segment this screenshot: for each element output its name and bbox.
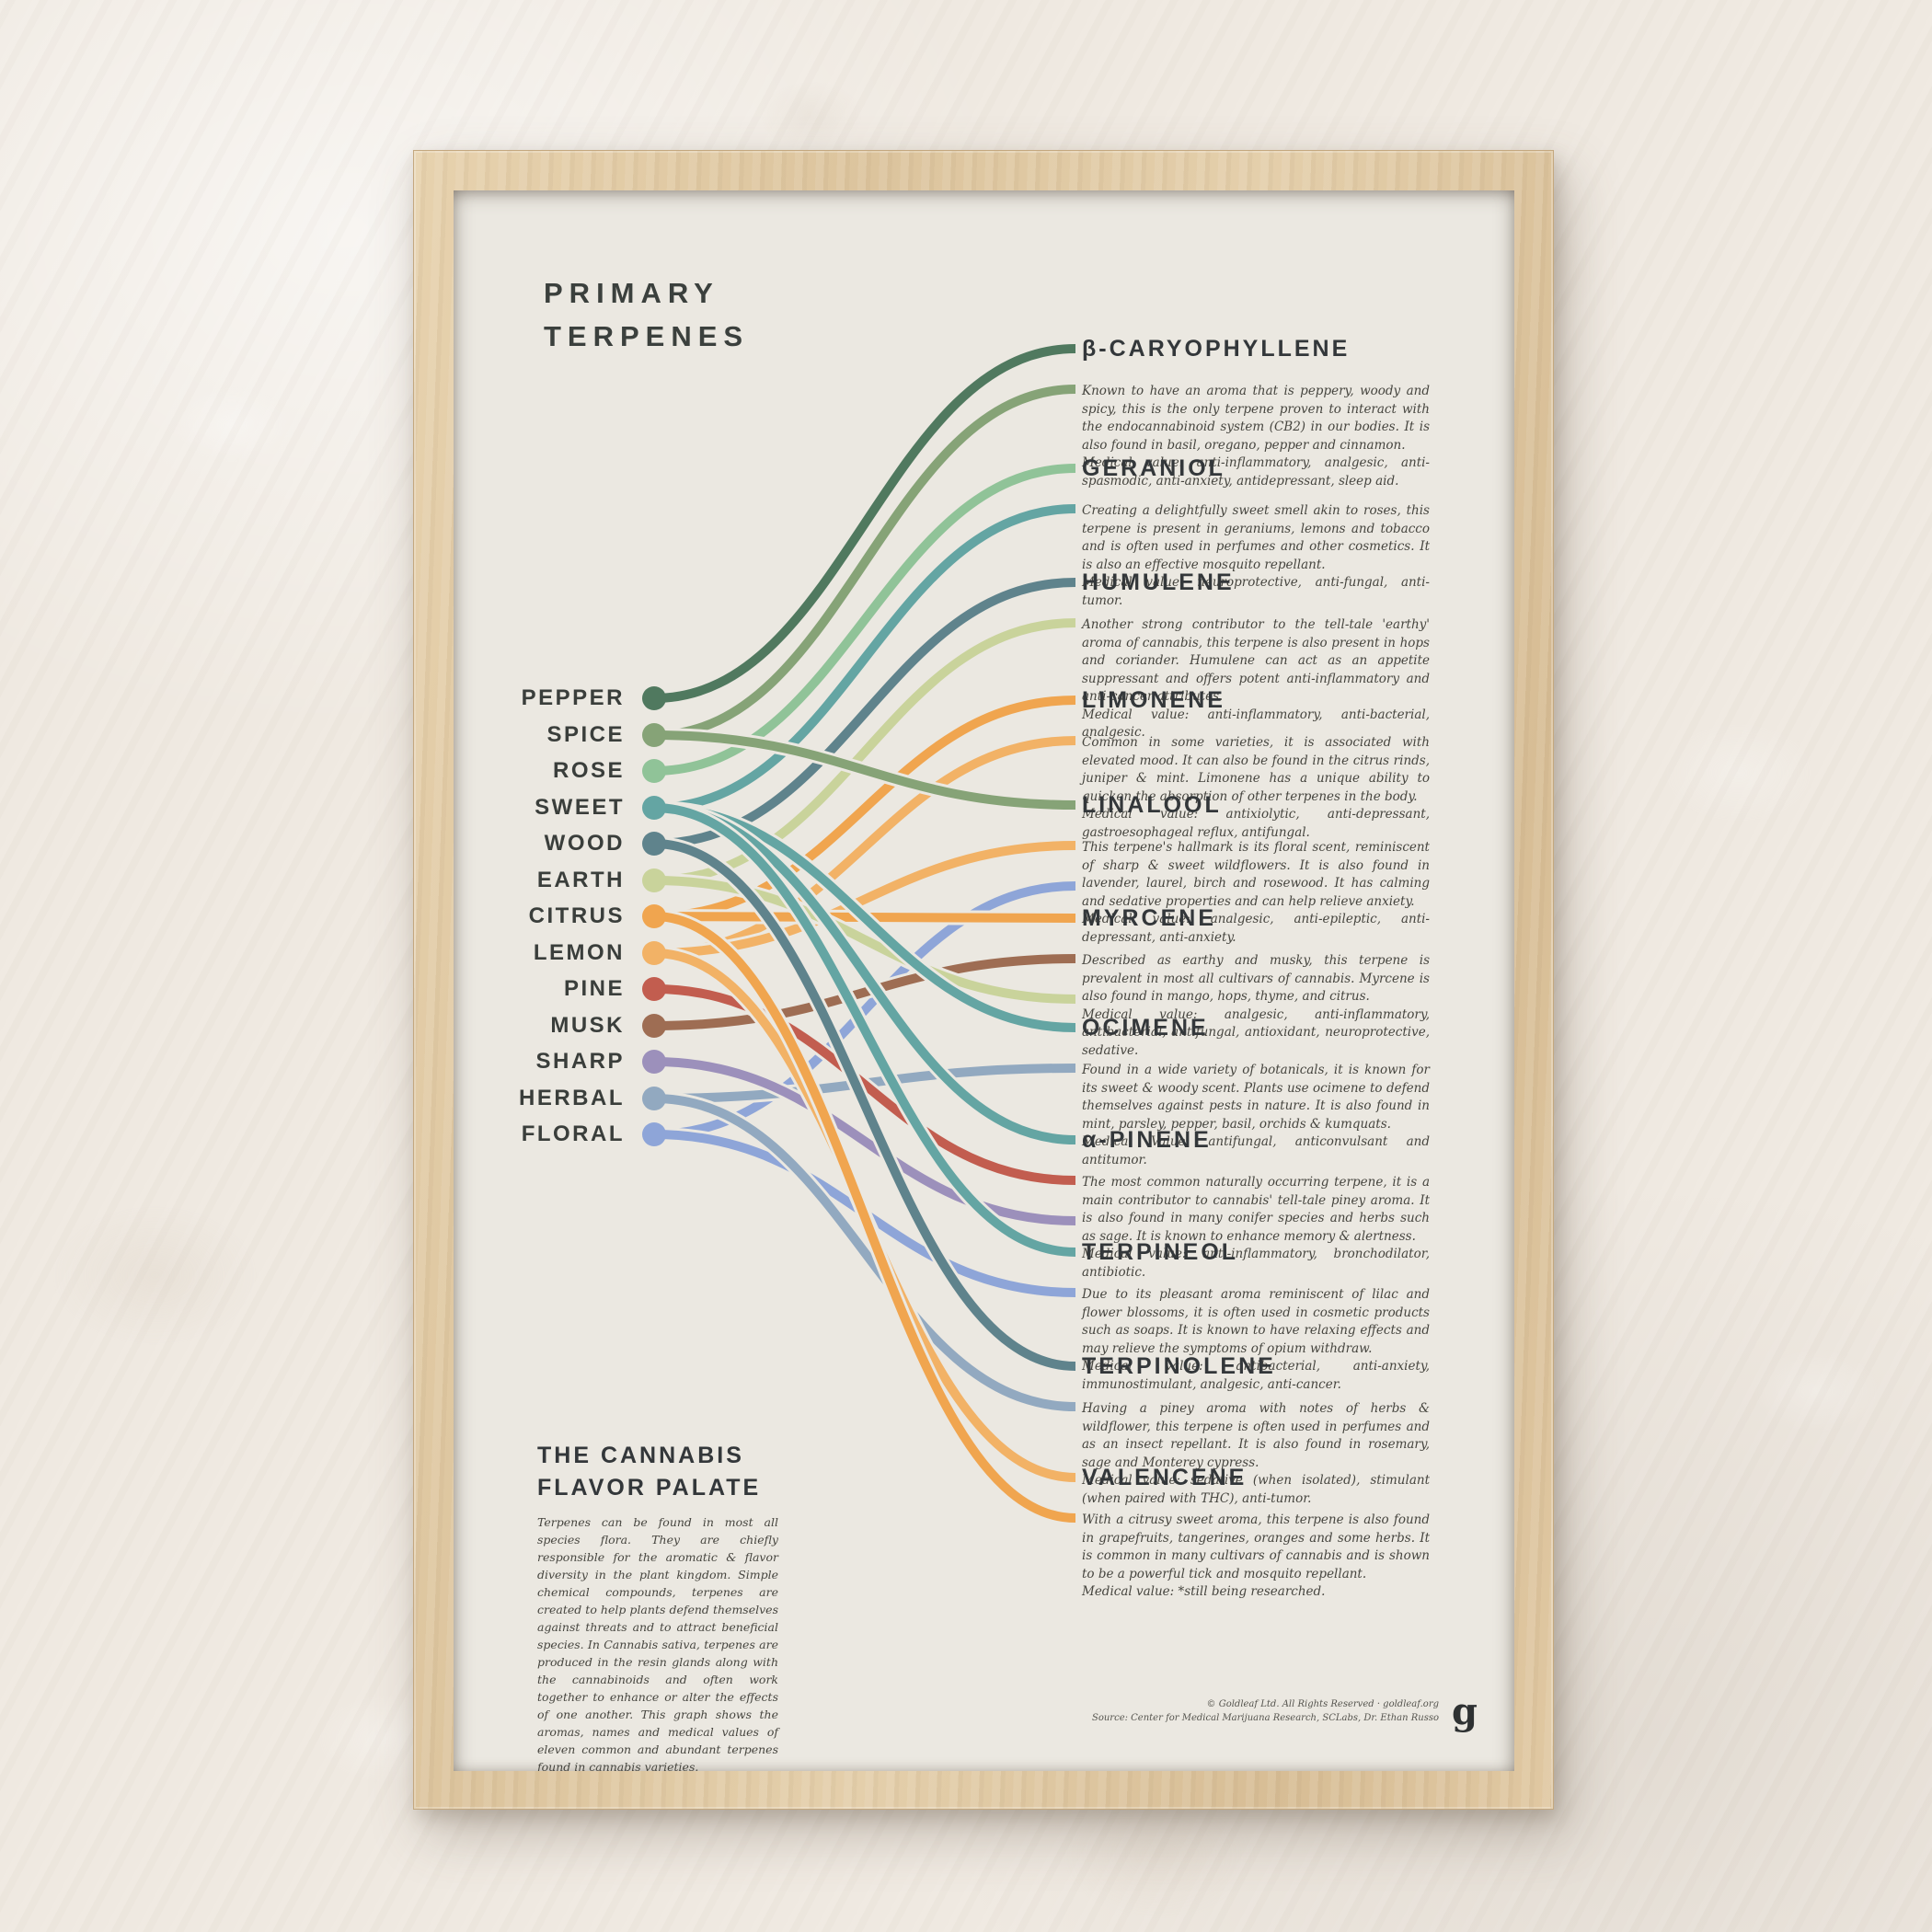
flow-link-citrus-to-valencene [653,912,1076,1523]
about-heading: THE CANNABIS FLAVOR PALATE [537,1440,761,1504]
flavor-label-sweet: SWEET [535,795,625,820]
terpene-description-limonene: Common in some varieties, it is associat… [1082,734,1430,842]
flow-link-musk-to-myrcene [653,954,1076,1030]
credits-source: Source: Center for Medical Marijuana Res… [1092,1713,1439,1723]
flow-link-rose-to-geraniol [653,464,1076,776]
terpene-name-myrcene: MYRCENE [1082,905,1217,931]
terpene-description-terpineol: Due to its pleasant aroma reminiscent of… [1082,1286,1430,1394]
terpene-body-bcar: Known to have an aroma that is peppery, … [1082,384,1430,453]
terpene-name-terpineol: TERPINEOL [1082,1239,1239,1265]
terpene-body-limonene: Common in some varieties, it is associat… [1082,735,1430,804]
goldleaf-logo: g [1452,1690,1478,1733]
flavor-node-floral [642,1122,666,1146]
flavor-label-musk: MUSK [550,1013,625,1038]
flavor-node-earth [642,868,666,892]
terpene-description-bcar: Known to have an aroma that is peppery, … [1082,383,1430,490]
terpene-body-myrcene: Described as earthy and musky, this terp… [1082,953,1430,1004]
flow-link-sweet-to-terpineol [653,803,1076,1257]
flavor-node-sweet [642,796,666,820]
terpene-name-linalool: LINALOOL [1082,792,1222,818]
poster-title: PRIMARY TERPENES [544,271,749,358]
terpene-description-apinene: The most common naturally occurring terp… [1082,1174,1430,1282]
about-body: Terpenes can be found in most all specie… [537,1515,778,1771]
terpene-body-linalool: This terpene's hallmark is its floral sc… [1082,840,1430,909]
flavor-node-citrus [642,904,666,928]
terpene-medical-value-apinene: Medical value: anti-inflammatory, bronch… [1082,1247,1430,1280]
terpene-name-terpinolene: TERPINOLENE [1082,1353,1276,1379]
terpene-name-humulene: HUMULENE [1082,569,1235,595]
terpene-medical-value-terpinolene: Medical value: sedative (when isolated),… [1082,1473,1430,1506]
terpene-body-terpineol: Due to its pleasant aroma reminiscent of… [1082,1287,1430,1356]
flow-link-spice-to-bcar [653,385,1076,740]
terpene-description-ocimene: Found in a wide variety of botanicals, i… [1082,1062,1430,1169]
terpene-body-valencene: With a citrusy sweet aroma, this terpene… [1082,1512,1430,1581]
flavor-label-sharp: SHARP [535,1049,625,1074]
terpene-name-geraniol: GERANIOL [1082,455,1225,481]
terpene-description-myrcene: Described as earthy and musky, this terp… [1082,952,1430,1060]
flavor-label-earth: EARTH [536,868,625,892]
flow-link-spice-to-linalool [653,730,1076,810]
flavor-label-pepper: PEPPER [521,685,625,710]
about-heading-line-1: THE CANNABIS [537,1443,744,1468]
terpene-medical-value-limonene: Medical value: antixiolytic, anti-depres… [1082,807,1430,840]
poster-title-line-1: PRIMARY [544,277,719,309]
terpene-medical-value-bcar: Medical value: anti-inflammatory, analge… [1082,455,1430,489]
terpene-medical-value-humulene: Medical value: anti-inflammatory, anti-b… [1082,707,1430,741]
flow-link-sweet-to-geraniol [653,504,1076,812]
flow-link-pepper-to-bcar [653,344,1076,703]
terpene-name-apinene: α-PINENE [1082,1127,1212,1153]
terpene-name-bcar: β-CARYOPHYLLENE [1082,336,1351,362]
flavor-label-lemon: LEMON [533,940,625,965]
terpene-description-linalool: This terpene's hallmark is its floral sc… [1082,839,1430,947]
terpene-medical-value-linalool: Medical value: analgesic, anti-epileptic… [1082,912,1430,945]
flavor-node-wood [642,832,666,856]
terpene-name-limonene: LIMONENE [1082,687,1225,713]
flavor-node-spice [642,723,666,747]
flavor-node-pine [642,977,666,1001]
flow-link-sharp-to-apinene [653,1057,1076,1225]
terpene-medical-value-terpineol: Medical value: antibacterial, anti-anxie… [1082,1359,1430,1392]
flow-diagram [642,341,1076,1525]
flavor-node-sharp [642,1050,666,1074]
terpene-description-terpinolene: Having a piney aroma with notes of herbs… [1082,1400,1430,1508]
flow-link-citrus-to-limonene [653,696,1076,921]
terpene-description-humulene: Another strong contributor to the tell-t… [1082,616,1430,742]
credits-rights: © Goldleaf Ltd. All Rights Reserved · go… [1206,1699,1439,1709]
terpene-medical-value-valencene: Medical value: *still being researched. [1082,1584,1326,1599]
terpene-name-ocimene: OCIMENE [1082,1015,1209,1041]
terpene-name-valencene: VALENCENE [1082,1465,1248,1490]
flavor-node-lemon [642,941,666,965]
terpene-body-terpinolene: Having a piney aroma with notes of herbs… [1082,1401,1430,1470]
terpene-body-ocimene: Found in a wide variety of botanicals, i… [1082,1063,1430,1132]
flavor-label-pine: PINE [563,976,625,1001]
terpene-medical-value-myrcene: Medical value: analgesic, anti-inflammat… [1082,1006,1430,1058]
poster-title-line-2: TERPENES [544,320,750,352]
flavor-label-rose: ROSE [552,758,625,783]
flow-link-earth-to-myrcene [653,876,1076,1004]
flavor-label-spice: SPICE [546,722,625,747]
terpene-medical-value-ocimene: Medical Value: antifungal, anticonvulsan… [1082,1134,1430,1167]
terpene-body-humulene: Another strong contributor to the tell-t… [1082,617,1430,704]
flow-link-herbal-to-terpinolene [653,1094,1076,1411]
terpene-body-geraniol: Creating a delightfully sweet smell akin… [1082,503,1430,572]
terpene-medical-value-geraniol: Medical value: neuroprotective, anti-fun… [1082,575,1430,608]
flow-link-wood-to-terpinolene [653,839,1076,1371]
flavor-node-rose [642,759,666,783]
flavor-node-pepper [642,686,666,710]
terpene-body-apinene: The most common naturally occurring terp… [1082,1175,1430,1244]
flavor-node-herbal [642,1087,666,1110]
terpenes-poster: PRIMARY TERPENES PEPPER SPICE ROSE SWEET WOO… [454,190,1514,1771]
flavor-label-floral: FLORAL [521,1121,625,1146]
terpene-description-valencene: With a citrusy sweet aroma, this terpene… [1082,1512,1430,1602]
flavor-label-herbal: HERBAL [519,1086,625,1110]
flavor-label-wood: WOOD [544,831,625,856]
terpene-description-geraniol: Creating a delightfully sweet smell akin… [1082,502,1430,610]
flow-link-pine-to-apinene [653,984,1076,1185]
flavor-node-musk [642,1014,666,1038]
credits: © Goldleaf Ltd. All Rights Reserved · go… [1062,1697,1439,1725]
picture-frame: PRIMARY TERPENES PEPPER SPICE ROSE SWEET WOO… [413,150,1554,1810]
flavor-label-citrus: CITRUS [528,903,625,928]
about-heading-line-2: FLAVOR PALATE [537,1475,762,1501]
